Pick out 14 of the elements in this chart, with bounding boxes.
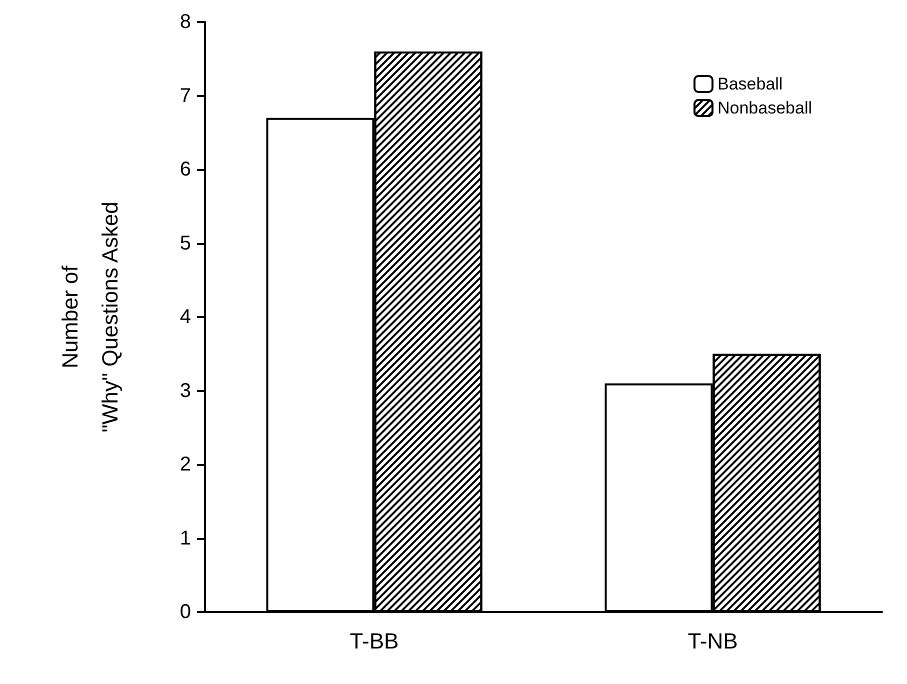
y-tick-label: 8: [180, 11, 191, 33]
y-tick-label: 0: [180, 601, 191, 623]
x-tick-label: T-BB: [350, 628, 399, 654]
y-tick-label: 4: [180, 306, 191, 328]
x-tick-label: T-NB: [688, 628, 738, 654]
y-tick-label: 5: [180, 232, 191, 254]
y-tick-label: 1: [180, 527, 191, 550]
y-tick-label: 6: [180, 158, 191, 180]
y-tick-label: 2: [180, 454, 191, 476]
legend-label: Baseball: [717, 74, 783, 94]
legend-label: Nonbaseball: [717, 98, 812, 118]
y-tick-label: 3: [180, 380, 191, 402]
y-tick-label: 7: [180, 84, 191, 107]
y-axis-title: Number of "Why" Questions Asked: [58, 202, 122, 432]
